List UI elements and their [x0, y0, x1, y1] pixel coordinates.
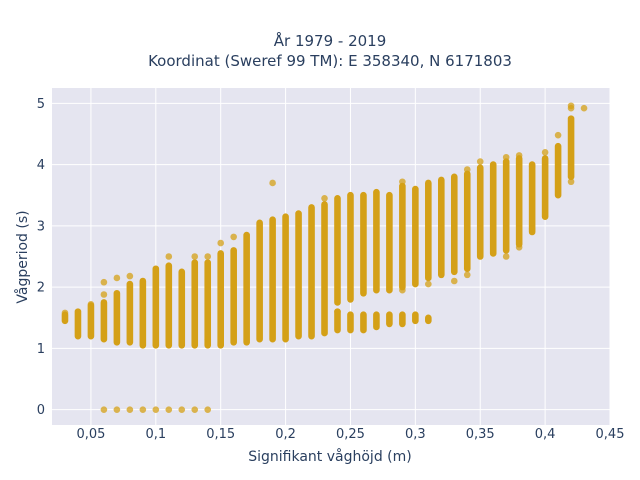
data-point [113, 406, 121, 413]
y-tick-label: 5 [37, 97, 45, 112]
x-tick-label: 0,05 [76, 427, 105, 442]
data-point [165, 253, 173, 260]
data-point [334, 308, 341, 315]
data-point [567, 178, 575, 186]
y-tick-label: 3 [37, 219, 45, 234]
data-point [139, 406, 147, 413]
chart-title-line2: Koordinat (Sweref 99 TM): E 358340, N 61… [148, 52, 512, 70]
x-tick-label: 0,35 [466, 427, 495, 442]
x-tick-label: 0,1 [145, 427, 166, 442]
data-point [165, 406, 173, 413]
data-point [126, 406, 134, 413]
data-point [476, 158, 484, 165]
data-point [502, 253, 510, 260]
data-point [61, 309, 69, 317]
data-point [204, 406, 212, 413]
x-axis-title: Signifikant våghöjd (m) [248, 448, 411, 465]
data-point [450, 277, 458, 285]
y-tick-label: 1 [37, 342, 45, 357]
data-point [528, 225, 536, 233]
data-point [528, 163, 536, 170]
y-axis-title: Vågperiod (s) [14, 210, 31, 303]
data-point [126, 272, 134, 280]
data-point [100, 291, 108, 298]
data-point [463, 271, 471, 279]
data-point [399, 178, 406, 186]
data-point [113, 274, 121, 282]
data-point [554, 131, 562, 139]
x-tick-label: 0,3 [405, 427, 426, 442]
data-point [87, 300, 95, 308]
data-point [204, 253, 212, 260]
data-point [152, 406, 160, 413]
plot-area [52, 88, 610, 425]
data-point [217, 239, 224, 247]
data-point [515, 152, 523, 159]
data-point [541, 149, 549, 156]
data-point [178, 406, 186, 413]
x-axis-ticks: 0,05 0,1 0,15 0,2 0,25 0,3 0,35 0,4 0,45 [76, 427, 624, 442]
chart-title-line1: År 1979 - 2019 [274, 31, 387, 50]
data-point [502, 153, 510, 161]
y-axis-ticks: 0 1 2 3 4 5 [37, 97, 45, 418]
data-point [321, 194, 328, 202]
data-point [399, 286, 406, 294]
data-point [100, 406, 108, 413]
data-point [100, 278, 108, 286]
y-tick-label: 2 [37, 281, 45, 296]
data-point [269, 179, 276, 187]
x-tick-label: 0,2 [275, 427, 296, 442]
y-tick-label: 0 [37, 403, 45, 418]
data-point [230, 233, 237, 241]
data-point [191, 253, 199, 260]
x-tick-label: 0,25 [336, 427, 365, 442]
x-tick-label: 0,4 [535, 427, 556, 442]
x-tick-label: 0,45 [596, 427, 625, 442]
data-point [191, 406, 199, 413]
data-point [425, 280, 432, 288]
data-point [567, 102, 575, 110]
y-tick-label: 4 [37, 158, 45, 173]
data-point [515, 244, 523, 251]
data-point [463, 166, 471, 173]
data-point [204, 335, 212, 343]
data-points [61, 102, 588, 413]
data-point [580, 104, 588, 112]
x-tick-label: 0,15 [206, 427, 235, 442]
